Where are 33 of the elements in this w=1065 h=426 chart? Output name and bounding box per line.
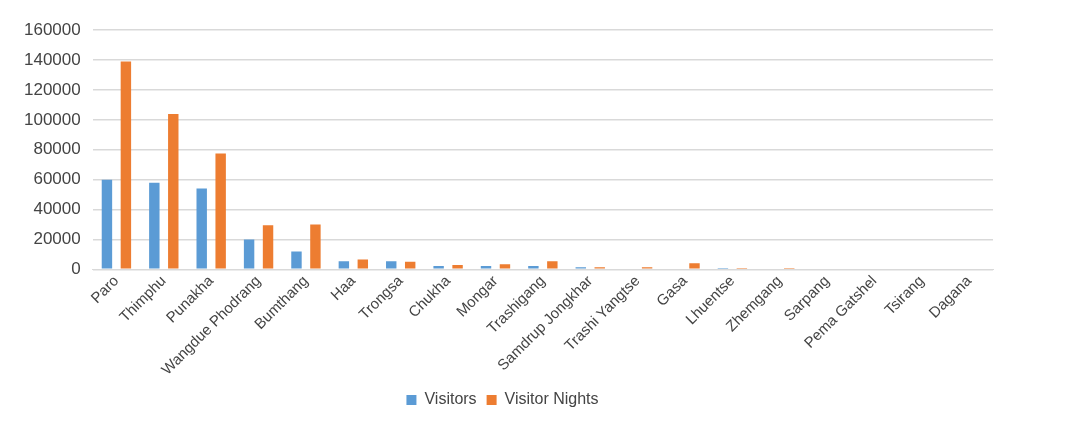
bar (196, 188, 207, 269)
bar (528, 265, 539, 269)
legend-label: Visitor Nights (504, 390, 599, 408)
bar (101, 179, 113, 269)
bar (310, 224, 321, 269)
bar (452, 264, 463, 269)
bar (215, 153, 226, 269)
y-tick-label: 20000 (33, 229, 81, 249)
bar (480, 265, 492, 269)
y-tick-label: 160000 (23, 19, 81, 39)
bar (338, 261, 350, 269)
bar (404, 261, 416, 269)
bar (357, 259, 369, 269)
bar (262, 225, 274, 269)
legend-label: Visitors (424, 390, 477, 408)
y-tick-label: 40000 (33, 199, 81, 219)
y-tick-label: 100000 (23, 109, 81, 129)
y-tick-label: 120000 (23, 79, 81, 99)
bar (433, 265, 444, 269)
y-tick-label: 140000 (23, 49, 81, 69)
y-tick-label: 80000 (33, 139, 81, 159)
bar (386, 261, 397, 269)
y-tick-label: 60000 (33, 169, 81, 189)
bar (547, 261, 558, 269)
bar (291, 251, 302, 269)
y-tick-label: 0 (71, 259, 81, 278)
bar (120, 61, 132, 269)
bar (499, 264, 511, 269)
bar (168, 113, 179, 269)
bar (149, 182, 160, 269)
bar (689, 263, 700, 269)
bar (243, 239, 255, 269)
x-tick-label: Haa (326, 271, 359, 304)
